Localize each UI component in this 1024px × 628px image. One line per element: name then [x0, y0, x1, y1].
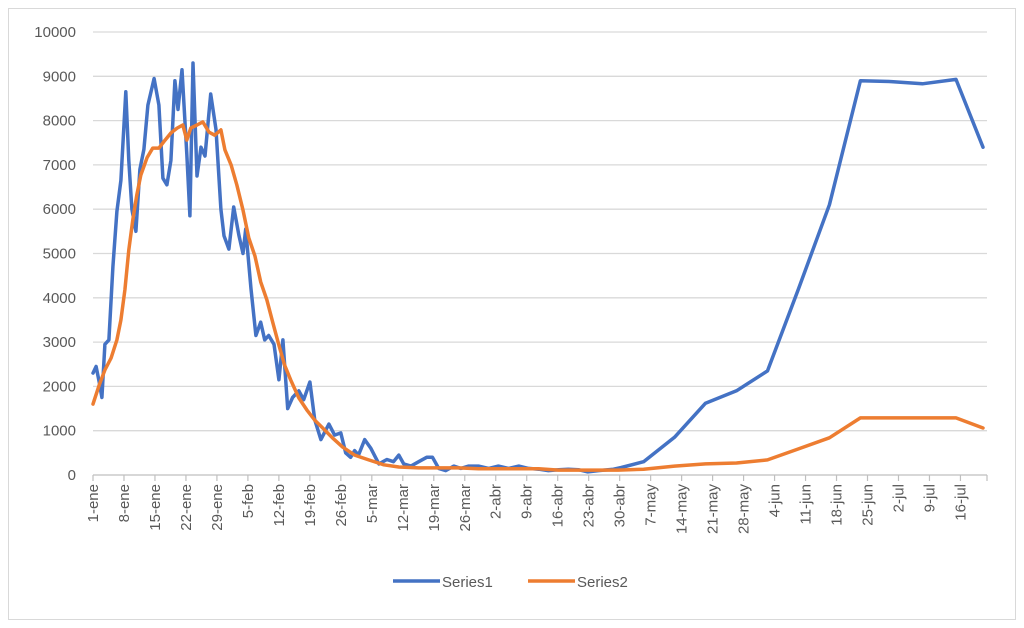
- legend-label-series1: Series1: [442, 574, 493, 591]
- x-tick-label: 26-mar: [457, 484, 474, 532]
- x-tick-label: 16-jul: [952, 484, 969, 521]
- x-tick-label: 16-abr: [550, 484, 567, 527]
- y-tick-label: 8000: [43, 113, 76, 130]
- y-tick-label: 5000: [43, 246, 76, 263]
- x-tick-label: 8-ene: [116, 484, 133, 522]
- x-tick-label: 28-may: [736, 484, 753, 535]
- x-axis: 1-ene 8-ene 15-ene 22-ene 29-ene 5-feb 12-feb 1…: [85, 475, 988, 535]
- x-tick-label: 12-mar: [395, 484, 412, 532]
- x-tick-label: 19-mar: [426, 484, 443, 532]
- legend: Series1 Series2: [393, 574, 628, 591]
- x-tick-label: 26-feb: [333, 484, 350, 527]
- x-tick-label: 25-jun: [860, 484, 877, 526]
- x-tick-label: 2-abr: [488, 484, 505, 519]
- x-tick-label: 2-jul: [890, 484, 907, 512]
- gridlines: [93, 31, 987, 476]
- y-tick-label: 9000: [43, 68, 76, 85]
- x-tick-label: 19-feb: [302, 484, 319, 527]
- x-tick-label: 29-ene: [209, 484, 226, 531]
- y-tick-label: 10000: [34, 24, 76, 41]
- x-tick-label: 4-jun: [767, 484, 784, 517]
- x-tick-label: 30-abr: [612, 484, 629, 527]
- y-tick-label: 2000: [43, 378, 76, 395]
- y-tick-label: 7000: [43, 157, 76, 174]
- legend-label-series2: Series2: [577, 574, 628, 591]
- series-line-series2: [91, 120, 985, 472]
- y-tick-label: 1000: [43, 423, 76, 440]
- x-tick-label: 14-may: [674, 484, 691, 535]
- x-tick-label: 7-may: [643, 484, 660, 526]
- chart-frame: [8, 8, 1016, 620]
- x-tick-label: 21-may: [705, 484, 722, 535]
- x-tick-label: 18-jun: [829, 484, 846, 526]
- y-tick-label: 6000: [43, 201, 76, 218]
- x-tick-label: 22-ene: [178, 484, 195, 531]
- x-tick-label: 9-abr: [519, 484, 536, 519]
- y-tick-label: 3000: [43, 334, 76, 351]
- y-tick-label: 4000: [43, 290, 76, 307]
- series-line-series1: [91, 61, 985, 474]
- x-tick-label: 23-abr: [581, 484, 598, 527]
- x-tick-label: 1-ene: [85, 484, 102, 522]
- x-tick-label: 5-feb: [240, 484, 257, 518]
- series-lines: [91, 61, 985, 474]
- y-tick-label: 0: [68, 467, 76, 484]
- y-axis-ticks: 0 1000 2000 3000 4000 5000 6000 7000 8000 9000 100…: [34, 24, 76, 484]
- x-tick-label: 5-mar: [364, 484, 381, 523]
- x-tick-label: 9-jul: [921, 484, 938, 512]
- x-tick-label: 12-feb: [271, 484, 288, 527]
- x-tick-label: 11-jun: [798, 484, 815, 525]
- x-tick-label: 15-ene: [147, 484, 164, 531]
